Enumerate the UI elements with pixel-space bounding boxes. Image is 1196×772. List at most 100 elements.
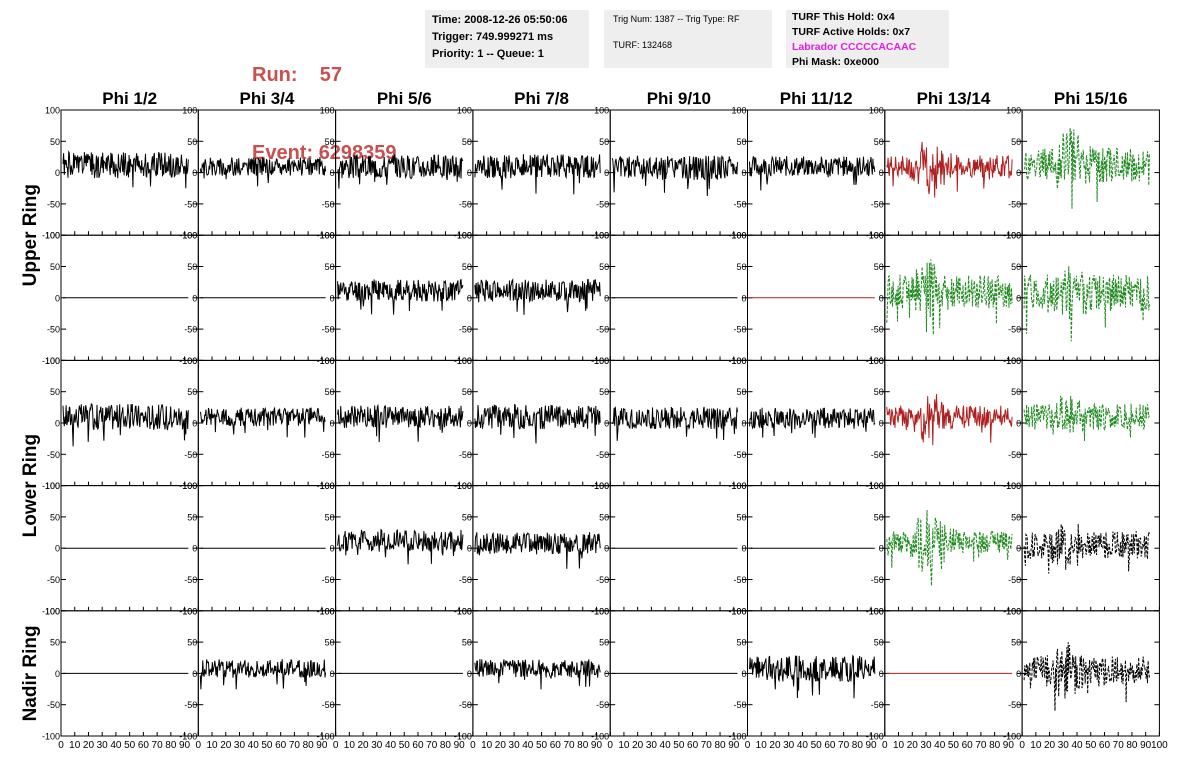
y-tick-label: -100 [1003, 356, 1021, 366]
y-tick-label: 0 [467, 544, 472, 554]
waveform-trace-r5-c8 [1023, 642, 1150, 711]
column-header-6: Phi 11/12 [780, 89, 853, 108]
y-tick-label: 100 [869, 231, 884, 241]
y-tick-label: -100 [42, 481, 60, 491]
y-tick-label: 100 [594, 106, 609, 116]
panel-frame-r4-c4 [472, 485, 611, 612]
trigger-text: Trigger: 749.999271 ms [432, 31, 554, 43]
y-tick-label: -50 [184, 450, 197, 460]
y-tick-label: 50 [599, 387, 609, 397]
y-tick-label: -100 [866, 481, 884, 491]
x-tick-label: 40 [934, 740, 946, 751]
y-tick-label: -100 [179, 481, 197, 491]
y-tick-label: 100 [182, 356, 197, 366]
x-tick-label: 50 [124, 740, 136, 751]
waveform-trace-r3-c5 [612, 406, 738, 441]
waveform-trace-r1-c1 [62, 150, 189, 189]
x-tick-label: 50 [536, 740, 548, 751]
y-tick-label: -100 [728, 606, 746, 616]
y-tick-label: 50 [462, 638, 472, 648]
y-tick-label: 0 [604, 669, 609, 679]
column-header-4: Phi 7/8 [514, 89, 569, 108]
y-tick-label: -100 [1003, 481, 1021, 491]
y-tick-label: -50 [596, 450, 609, 460]
y-tick-label: 0 [467, 293, 472, 303]
x-tick-label: 70 [426, 740, 438, 751]
y-tick-label: 50 [874, 512, 884, 522]
y-tick-label: 100 [731, 606, 746, 616]
y-tick-label: 100 [1006, 606, 1021, 616]
x-tick-label: 20 [769, 740, 781, 751]
y-tick-label: 50 [325, 512, 335, 522]
y-tick-label: -50 [47, 700, 60, 710]
y-tick-label: -50 [1008, 700, 1021, 710]
y-tick-label: 50 [187, 262, 197, 272]
x-tick-label: 60 [550, 740, 562, 751]
trig-num-text: Trig Num: 1387 -- Trig Type: RF [613, 14, 740, 24]
x-tick-label: 90 [866, 740, 878, 751]
y-tick-label: -100 [317, 732, 335, 742]
y-tick-label: 0 [879, 419, 884, 429]
y-tick-label: 0 [1016, 293, 1021, 303]
column-header-8: Phi 15/16 [1054, 89, 1128, 108]
y-tick-label: -100 [317, 606, 335, 616]
waveform-trace-r1-c3 [337, 154, 464, 189]
waveform-trace-r1-c6 [749, 155, 876, 191]
y-tick-label: -100 [179, 732, 197, 742]
waveform-trace-r3-c1 [62, 402, 189, 447]
x-tick-label: 90 [728, 740, 740, 751]
x-tick-label: 30 [371, 740, 383, 751]
x-tick-label: 70 [701, 740, 713, 751]
y-tick-label: 50 [736, 512, 746, 522]
y-tick-label: -100 [1003, 732, 1021, 742]
x-tick-label: 0 [607, 740, 613, 751]
column-header-1: Phi 1/2 [102, 89, 157, 108]
waveform-trace-r2-c3 [337, 279, 464, 315]
x-tick-label: 60 [962, 740, 974, 751]
y-tick-label: 50 [325, 638, 335, 648]
y-tick-label: -50 [322, 700, 335, 710]
y-tick-label: -100 [728, 356, 746, 366]
waveform-trace-r1-c7 [886, 141, 1013, 198]
x-tick-label: 50 [811, 740, 823, 751]
y-tick-label: -50 [596, 199, 609, 209]
y-tick-label: -50 [47, 199, 60, 209]
x-tick-label: 40 [522, 740, 534, 751]
y-tick-label: 0 [604, 419, 609, 429]
waveform-trace-r3-c3 [337, 403, 464, 443]
y-tick-label: 0 [741, 419, 746, 429]
x-tick-label: 70 [289, 740, 301, 751]
y-tick-label: 0 [55, 168, 60, 178]
y-tick-label: 50 [736, 387, 746, 397]
y-tick-label: 0 [741, 168, 746, 178]
y-tick-label: -50 [733, 700, 746, 710]
y-tick-label: 100 [731, 481, 746, 491]
waveform-trace-r4-c3 [337, 528, 464, 565]
event-line: Event: 6298359 [252, 140, 397, 166]
y-tick-label: 100 [731, 356, 746, 366]
y-tick-label: -50 [1008, 199, 1021, 209]
y-tick-label: -50 [733, 199, 746, 209]
x-tick-label: 90 [179, 740, 191, 751]
y-tick-label: 50 [1011, 638, 1021, 648]
y-tick-label: -100 [1003, 231, 1021, 241]
y-tick-label: 50 [599, 262, 609, 272]
x-tick-label: 50 [673, 740, 685, 751]
y-tick-label: 0 [55, 669, 60, 679]
y-tick-label: 50 [874, 387, 884, 397]
y-tick-label: 100 [869, 356, 884, 366]
x-tick-label: 10 [481, 740, 493, 751]
column-header-5: Phi 9/10 [647, 89, 711, 108]
panel-frame-r4-c7 [884, 485, 1023, 612]
x-tick-label: 10 [893, 740, 905, 751]
panel-frame-r1-c1 [60, 109, 199, 236]
column-header-2: Phi 3/4 [240, 89, 295, 108]
x-tick-label: 30 [234, 740, 246, 751]
y-tick-label: -50 [733, 575, 746, 585]
x-tick-label: 80 [577, 740, 589, 751]
turf-hold-text: TURF This Hold: 0x4 [792, 11, 895, 23]
x-tick-label: 10 [206, 740, 218, 751]
x-tick-label: 80 [165, 740, 177, 751]
y-tick-label: -50 [1008, 450, 1021, 460]
